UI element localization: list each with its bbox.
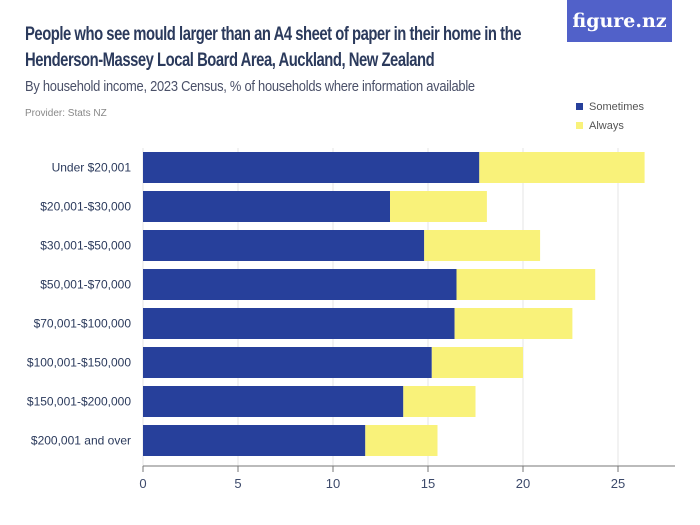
category-label: $20,001-$30,000 — [40, 200, 131, 214]
category-label: $70,001-$100,000 — [34, 317, 132, 331]
legend-swatch-sometimes — [576, 103, 583, 110]
category-label: $50,001-$70,000 — [40, 278, 131, 292]
x-tick-label: 20 — [516, 476, 530, 491]
bar-always — [456, 269, 596, 300]
bar-always — [424, 230, 541, 261]
bar-sometimes — [143, 347, 432, 378]
legend-item-always: Always — [576, 116, 644, 135]
bar-always — [365, 425, 438, 456]
legend-item-sometimes: Sometimes — [576, 97, 644, 116]
category-label: $150,001-$200,000 — [27, 395, 131, 409]
x-tick-label: 0 — [139, 476, 146, 491]
x-tick-label: 25 — [611, 476, 625, 491]
bar-always — [479, 152, 645, 183]
legend-label: Always — [589, 119, 624, 132]
category-label: $200,001 and over — [31, 434, 131, 448]
legend-swatch-always — [576, 122, 583, 129]
category-label: Under $20,001 — [52, 161, 132, 175]
bar-sometimes — [143, 152, 480, 183]
bar-sometimes — [143, 230, 425, 261]
x-tick-label: 5 — [234, 476, 241, 491]
bar-sometimes — [143, 386, 404, 417]
category-label: $30,001-$50,000 — [40, 239, 131, 253]
bar-always — [390, 191, 487, 222]
category-label: $100,001-$150,000 — [27, 356, 131, 370]
bar-always — [403, 386, 476, 417]
bar-sometimes — [143, 269, 457, 300]
legend: Sometimes Always — [576, 97, 644, 135]
bar-sometimes — [143, 308, 455, 339]
legend-label: Sometimes — [589, 100, 645, 113]
bar-always — [454, 308, 573, 339]
bar-always — [431, 347, 523, 378]
provider-text: Provider: Stats NZ — [25, 108, 107, 119]
bar-sometimes — [143, 425, 366, 456]
x-tick-label: 15 — [421, 476, 435, 491]
figure-nz-logo[interactable]: figure.nz — [567, 0, 672, 42]
chart-title: People who see mould larger than an A4 s… — [25, 24, 521, 71]
chart-subtitle: By household income, 2023 Census, % of h… — [25, 78, 475, 95]
x-tick-label: 10 — [326, 476, 340, 491]
bar-sometimes — [143, 191, 390, 222]
